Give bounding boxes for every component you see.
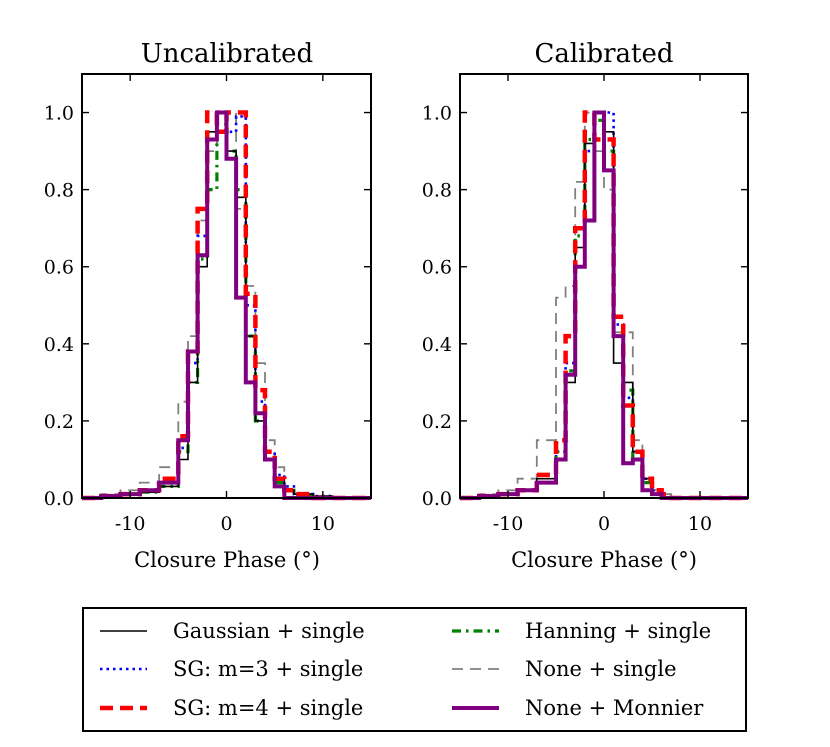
y-tick-label: 0.0 [44,488,74,510]
legend-entry-sg3: SG: m=3 + single [100,657,363,681]
legend-items: Gaussian + single SG: m=3 + single SG: m=4… [100,619,711,720]
y-tick-label: 0.6 [422,257,452,279]
y-tick-label: 0.0 [422,488,452,510]
histogram-series-gaussian [82,111,371,499]
legend-label: None + single [525,657,677,681]
ticks-layer: -10 0 10 0.0 0.2 0.4 0.6 0.8 1.0 [422,74,748,535]
y-tick-label: 0.8 [44,180,74,202]
legend-entry-none_single: None + single [452,657,677,681]
legend-label: Gaussian + single [173,619,365,643]
x-tick-label: 0 [598,513,610,535]
x-tick-label: 0 [220,513,232,535]
x-tick-label: 10 [688,513,712,535]
histogram-series-sg3 [82,111,371,500]
panel-uncalibrated: Uncalibrated -10 0 10 0.0 0.2 0.4 0.6 0.8 1.0 Cl… [44,39,372,572]
legend-entry-hanning: Hanning + single [452,619,711,643]
series-layer [82,110,371,501]
x-tick-label: -10 [493,513,524,535]
y-tick-label: 1.0 [422,103,452,125]
legend-entry-gaussian: Gaussian + single [100,619,365,643]
histogram-series-hanning [460,118,748,500]
legend-label: None + Monnier [525,696,704,720]
histogram-series-none_single [460,111,748,499]
x-tick-label: -10 [115,513,146,535]
y-tick-label: 0.4 [44,334,74,356]
x-axis-label: Closure Phase (°) [511,548,697,572]
ticks-layer: -10 0 10 0.0 0.2 0.4 0.6 0.8 1.0 [44,74,371,535]
legend-entry-monnier: None + Monnier [452,696,704,720]
legend-frame [82,607,747,732]
series-layer [460,110,748,501]
panel-calibrated: Calibrated -10 0 10 0.0 0.2 0.4 0.6 0.8 1.0 Clos… [422,39,749,572]
chart-title: Uncalibrated [141,39,313,69]
y-tick-label: 0.2 [44,411,74,433]
histogram-series-monnier [82,110,371,500]
legend-label: SG: m=3 + single [173,657,363,681]
legend-entry-sg4: SG: m=4 + single [100,696,363,720]
x-axis-label: Closure Phase (°) [134,548,320,572]
chart-title: Calibrated [534,39,673,69]
y-tick-label: 0.2 [422,411,452,433]
y-tick-label: 0.8 [422,180,452,202]
legend-label: SG: m=4 + single [173,696,363,720]
x-tick-label: 10 [311,513,335,535]
histogram-series-hanning [82,122,371,500]
histogram-series-none_single [82,111,371,499]
legend-label: Hanning + single [525,619,711,643]
y-tick-label: 0.6 [44,257,74,279]
legend: Gaussian + single SG: m=3 + single SG: m=4… [82,607,747,732]
histogram-series-sg4 [82,110,371,501]
histogram-series-monnier [460,110,748,500]
y-tick-label: 0.4 [422,334,452,356]
y-tick-label: 1.0 [44,103,74,125]
